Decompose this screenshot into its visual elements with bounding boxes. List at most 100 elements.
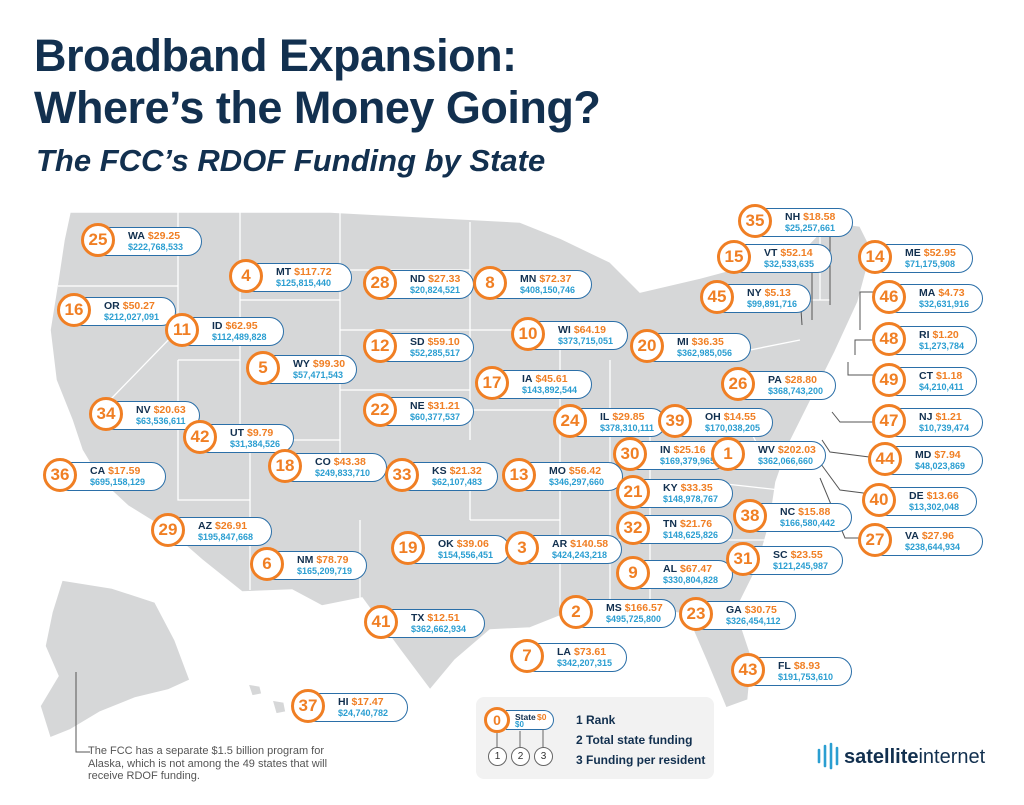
- legend-total: $0: [515, 720, 524, 729]
- state-label-de: 40 DE $13.66 $13,302,048: [862, 483, 977, 517]
- state-label-nj: 47 NJ $1.21 $10,739,474: [872, 404, 983, 438]
- state-label-va: 27 VA $27.96 $238,644,934: [858, 523, 983, 557]
- brand-logo: satelliteinternet: [844, 746, 985, 769]
- state-label-il: 24 IL $29.85 $378,310,111: [553, 404, 666, 438]
- legend-item-per-resident: 3 Funding per resident: [576, 753, 706, 767]
- rank-badge: 21: [616, 475, 650, 509]
- state-label-az: 29 AZ $26.91 $195,847,668: [151, 513, 272, 547]
- rank-badge: 41: [364, 605, 398, 639]
- state-label-hi: 37 HI $17.47 $24,740,782: [291, 689, 408, 723]
- rank-badge: 32: [616, 511, 650, 545]
- state-label-mi: 20 MI $36.35 $362,985,056: [630, 329, 751, 363]
- state-label-mo: 13 MO $56.42 $346,297,660: [502, 458, 623, 492]
- rank-badge: 43: [731, 653, 765, 687]
- state-label-ms: 2 MS $166.57 $495,725,800: [559, 595, 676, 629]
- rank-badge: 17: [475, 366, 509, 400]
- legend-per-resident: $0: [537, 712, 547, 722]
- state-label-tx: 41 TX $12.51 $362,662,934: [364, 605, 485, 639]
- rank-badge: 12: [363, 329, 397, 363]
- state-label-ri: 48 RI $1.20 $1,273,784: [872, 322, 977, 356]
- state-label-nc: 38 NC $15.88 $166,580,442: [733, 499, 852, 533]
- rank-badge: 27: [858, 523, 892, 557]
- rank-badge: 25: [81, 223, 115, 257]
- state-label-pa: 26 PA $28.80 $368,743,200: [721, 367, 836, 401]
- legend-item-total: 2 Total state funding: [576, 733, 693, 747]
- state-label-wv: 1 WV $202.03 $362,066,660: [711, 437, 826, 471]
- state-label-sc: 31 SC $23.55 $121,245,987: [726, 542, 843, 576]
- state-label-wi: 10 WI $64.19 $373,715,051: [511, 317, 628, 351]
- rank-badge: 14: [858, 240, 892, 274]
- state-label-ne: 22 NE $31.21 $60,377,537: [363, 393, 474, 427]
- rank-badge: 16: [57, 293, 91, 327]
- state-label-ar: 3 AR $140.58 $424,243,218: [505, 531, 622, 565]
- state-label-md: 44 MD $7.94 $48,023,869: [868, 442, 983, 476]
- rank-badge: 45: [700, 280, 734, 314]
- rank-badge: 46: [872, 280, 906, 314]
- state-label-wy: 5 WY $99.30 $57,471,543: [246, 351, 357, 385]
- brand-part-1: satellite: [844, 746, 919, 768]
- state-label-vt: 15 VT $52.14 $32,533,635: [717, 240, 832, 274]
- legend-key-3: 3: [534, 747, 553, 766]
- rank-badge: 1: [711, 437, 745, 471]
- title-line-2: Where’s the Money Going?: [34, 82, 601, 133]
- state-label-id: 11 ID $62.95 $112,489,828: [165, 313, 284, 347]
- state-label-al: 9 AL $67.47 $330,804,828: [616, 556, 733, 590]
- state-label-ks: 33 KS $21.32 $62,107,483: [385, 458, 498, 492]
- rank-badge: 36: [43, 458, 77, 492]
- rank-badge: 2: [559, 595, 593, 629]
- rank-badge: 8: [473, 266, 507, 300]
- state-label-ky: 21 KY $33.35 $148,978,767: [616, 475, 733, 509]
- state-label-tn: 32 TN $21.76 $148,625,826: [616, 511, 733, 545]
- legend-state: State: [515, 712, 536, 722]
- rank-badge: 40: [862, 483, 896, 517]
- rank-badge: 24: [553, 404, 587, 438]
- legend: State $0 $0 0 1 2 3 1 Rank 2 Total state…: [476, 697, 714, 779]
- legend-sample-label: State $0 $0: [506, 710, 554, 730]
- rank-badge: 37: [291, 689, 325, 723]
- state-label-in: 30 IN $25.16 $169,379,965: [613, 437, 728, 471]
- rank-badge: 34: [89, 397, 123, 431]
- rank-badge: 29: [151, 513, 185, 547]
- state-label-ia: 17 IA $45.61 $143,892,544: [475, 366, 592, 400]
- hawaii-shape: [246, 683, 287, 715]
- rank-badge: 11: [165, 313, 199, 347]
- rank-badge: 3: [505, 531, 539, 565]
- legend-callout-lines: [496, 729, 544, 747]
- state-label-oh: 39 OH $14.55 $170,038,205: [658, 404, 773, 438]
- state-label-sd: 12 SD $59.10 $52,285,517: [363, 329, 474, 363]
- brand-part-2: internet: [918, 746, 986, 768]
- rank-badge: 31: [726, 542, 760, 576]
- state-label-ma: 46 MA $4.73 $32,631,916: [872, 280, 983, 314]
- rank-badge: 48: [872, 322, 906, 356]
- state-label-ct: 49 CT $1.18 $4,210,411: [872, 363, 977, 397]
- state-label-me: 14 ME $52.95 $71,175,908: [858, 240, 973, 274]
- legend-rank-badge: 0: [484, 707, 510, 733]
- alaska-shape: [39, 579, 191, 739]
- state-label-ga: 23 GA $30.75 $326,454,112: [679, 597, 796, 631]
- rank-badge: 35: [738, 204, 772, 238]
- legend-key-2: 2: [511, 747, 530, 766]
- rank-badge: 26: [721, 367, 755, 401]
- rank-badge: 28: [363, 266, 397, 300]
- rank-badge: 19: [391, 531, 425, 565]
- rank-badge: 4: [229, 259, 263, 293]
- rank-badge: 30: [613, 437, 647, 471]
- rank-badge: 22: [363, 393, 397, 427]
- state-label-mt: 4 MT $117.72 $125,815,440: [229, 259, 352, 293]
- legend-item-rank: 1 Rank: [576, 713, 616, 727]
- alaska-note: The FCC has a separate $1.5 billion prog…: [88, 745, 328, 782]
- state-label-nv: 34 NV $20.63 $63,536,611: [89, 397, 200, 431]
- state-label-mn: 8 MN $72.37 $408,150,746: [473, 266, 592, 300]
- rank-badge: 9: [616, 556, 650, 590]
- rank-badge: 20: [630, 329, 664, 363]
- state-label-ut: 42 UT $9.79 $31,384,526: [183, 420, 294, 454]
- legend-key-1: 1: [488, 747, 507, 766]
- rank-badge: 6: [250, 547, 284, 581]
- title-line-1: Broadband Expansion:: [34, 30, 517, 81]
- rank-badge: 49: [872, 363, 906, 397]
- rank-badge: 5: [246, 351, 280, 385]
- rank-badge: 44: [868, 442, 902, 476]
- state-label-wa: 25 WA $29.25 $222,768,533: [81, 223, 202, 257]
- rank-badge: 47: [872, 404, 906, 438]
- state-label-ca: 36 CA $17.59 $695,158,129: [43, 458, 166, 492]
